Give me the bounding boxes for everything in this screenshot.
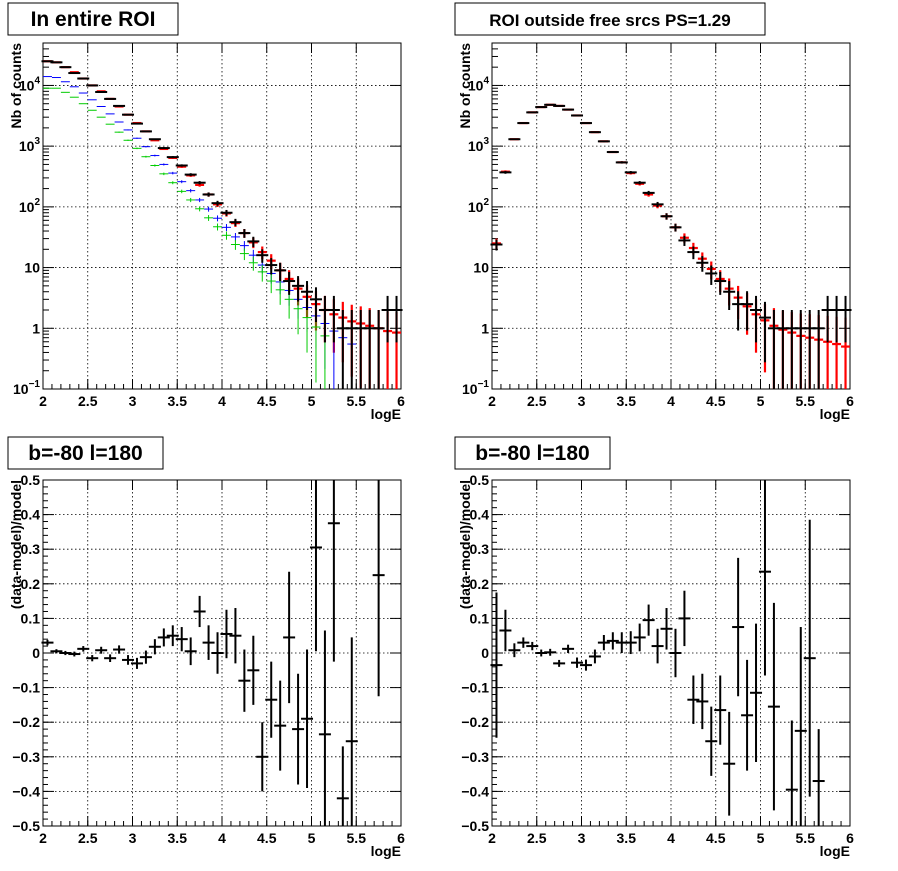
x-axis-label: logE <box>820 843 850 859</box>
y-tick-label: −0.1 <box>12 680 40 696</box>
y-tick-label: 0.5 <box>470 472 490 488</box>
x-axis-label: logE <box>371 406 401 422</box>
y-tick-label: 0.4 <box>470 507 490 523</box>
x-axis-label: logE <box>371 843 401 859</box>
x-tick-label: 5 <box>308 830 316 846</box>
y-axis-label: (data-model)/model <box>457 480 473 609</box>
y-axis-label: (data-model)/model <box>8 480 24 609</box>
y-tick-label: 104 <box>19 75 41 93</box>
chart-title-box <box>454 2 766 36</box>
x-tick-label: 3 <box>129 830 137 846</box>
y-tick-label: 1 <box>481 320 489 336</box>
y-tick-label: 0.5 <box>21 472 41 488</box>
x-tick-label: 2 <box>488 393 496 409</box>
y-tick-label: 0 <box>481 645 489 661</box>
x-tick-label: 6 <box>397 393 405 409</box>
chart-title: In entire ROI <box>31 8 156 31</box>
chart-title-box <box>454 436 611 470</box>
chart-panel-3: 2 2.5 3 3.5 4 4.5 5 5.5 6 −0.5 −0.4 −0.3 −0.2 −0.1 0 0.… <box>7 436 405 859</box>
x-tick-label: 3 <box>578 830 586 846</box>
y-tick-label: −0.3 <box>12 749 40 765</box>
y-tick-label: 0.3 <box>470 541 490 557</box>
y-tick-label: −0.1 <box>461 680 489 696</box>
series-4 <box>41 60 403 389</box>
x-tick-label: 2 <box>488 830 496 846</box>
y-tick-label: −0.4 <box>461 783 489 799</box>
y-tick-label: 103 <box>19 136 41 154</box>
x-tick-label: 4 <box>667 830 675 846</box>
y-tick-label: 0 <box>32 645 40 661</box>
y-axis-label: Nb of counts <box>8 43 24 129</box>
x-tick-label: 4 <box>218 393 226 409</box>
y-tick-label: 0.3 <box>21 541 41 557</box>
chart-title: ROI outside free srcs PS=1.29 <box>489 11 730 30</box>
x-axis-label: logE <box>820 406 850 422</box>
x-tick-label: 6 <box>846 393 854 409</box>
chart-title-box <box>7 436 164 470</box>
chart-panel-1: 2 2.5 3 3.5 4 4.5 5 5.5 6 10−1 1 10 102 103 104 In enti… <box>7 2 405 422</box>
series-1 <box>490 480 825 826</box>
y-tick-label: −0.3 <box>461 749 489 765</box>
x-tick-label: 5 <box>757 393 765 409</box>
x-tick-label: 4.5 <box>257 393 277 409</box>
y-tick-label: 10−1 <box>462 379 489 397</box>
x-tick-label: 4.5 <box>706 830 726 846</box>
y-tick-label: 1 <box>32 320 40 336</box>
x-tick-label: 4.5 <box>706 393 726 409</box>
x-tick-label: 3.5 <box>168 393 188 409</box>
y-tick-label: 102 <box>468 197 490 215</box>
y-tick-label: −0.5 <box>12 818 40 834</box>
x-tick-label: 4 <box>218 830 226 846</box>
chart-title: b=-80 l=180 <box>28 442 142 465</box>
x-tick-label: 2.5 <box>78 393 98 409</box>
y-tick-label: 10 <box>24 260 40 276</box>
x-tick-label: 5.5 <box>796 830 816 846</box>
x-tick-label: 6 <box>846 830 854 846</box>
x-tick-label: 5 <box>757 830 765 846</box>
x-tick-label: 2 <box>39 393 47 409</box>
x-tick-label: 3.5 <box>168 830 188 846</box>
x-tick-label: 3.5 <box>617 393 637 409</box>
y-tick-label: 0.2 <box>21 576 41 592</box>
y-tick-label: 104 <box>468 75 490 93</box>
series-2 <box>490 103 852 389</box>
chart-title-box <box>7 2 179 36</box>
y-tick-label: 0.4 <box>21 507 41 523</box>
y-axis-label: Nb of counts <box>457 43 473 129</box>
x-tick-label: 5.5 <box>347 393 367 409</box>
y-tick-label: 0.2 <box>470 576 490 592</box>
x-tick-label: 6 <box>397 830 405 846</box>
x-tick-label: 2.5 <box>527 830 547 846</box>
y-tick-label: 0.1 <box>21 610 41 626</box>
x-tick-label: 5.5 <box>796 393 816 409</box>
x-tick-label: 2 <box>39 830 47 846</box>
chart-panel-4: 2 2.5 3 3.5 4 4.5 5 5.5 6 −0.5 −0.4 −0.3 −0.2 −0.1 0 0.… <box>454 436 854 859</box>
y-tick-label: −0.5 <box>461 818 489 834</box>
x-tick-label: 2.5 <box>527 393 547 409</box>
y-tick-label: 0.1 <box>470 610 490 626</box>
x-tick-label: 4.5 <box>257 830 277 846</box>
x-tick-label: 3 <box>578 393 586 409</box>
chart-title: b=-80 l=180 <box>475 442 589 465</box>
y-tick-label: 103 <box>468 136 490 154</box>
x-tick-label: 3 <box>129 393 137 409</box>
y-tick-label: 10 <box>473 260 489 276</box>
y-tick-label: 10−1 <box>13 379 40 397</box>
x-tick-label: 4 <box>667 393 675 409</box>
y-tick-label: −0.2 <box>461 714 489 730</box>
x-tick-label: 5 <box>308 393 316 409</box>
series-1 <box>41 480 385 826</box>
x-tick-label: 3.5 <box>617 830 637 846</box>
y-tick-label: 102 <box>19 197 41 215</box>
y-tick-label: −0.4 <box>12 783 40 799</box>
x-tick-label: 2.5 <box>78 830 98 846</box>
chart-panel-2: 2 2.5 3 3.5 4 4.5 5 5.5 6 10−1 1 10 102 103 104 ROI out… <box>454 2 854 422</box>
x-tick-label: 5.5 <box>347 830 367 846</box>
y-tick-label: −0.2 <box>12 714 40 730</box>
